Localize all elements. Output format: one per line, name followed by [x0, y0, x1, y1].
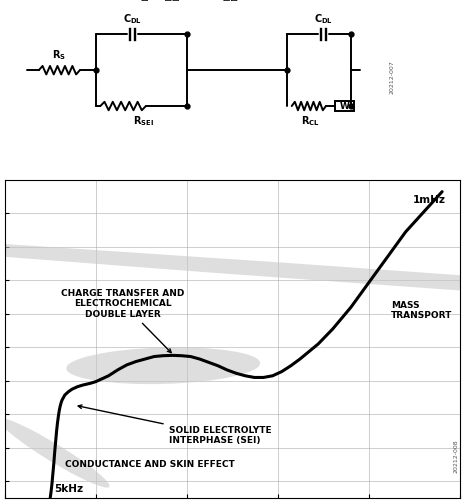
- Text: CONDUCTANCE AND SKIN EFFECT: CONDUCTANCE AND SKIN EFFECT: [65, 460, 234, 469]
- Text: SOLID ELECTROLYTE
INTERPHASE (SEI): SOLID ELECTROLYTE INTERPHASE (SEI): [78, 405, 271, 445]
- Text: $\mathbf{R_{CL}}$: $\mathbf{R_{CL}}$: [300, 114, 319, 128]
- Bar: [335, 102, 354, 111]
- Text: 20212-008: 20212-008: [453, 439, 458, 473]
- Text: $\mathbf{R_S}$: $\mathbf{R_S}$: [53, 48, 66, 62]
- Ellipse shape: [0, 228, 465, 326]
- Text: MASS
TRANSPORT: MASS TRANSPORT: [391, 301, 452, 320]
- Text: 5kHz: 5kHz: [54, 484, 83, 494]
- Text: $\mathbf{C_{DL}}$: $\mathbf{C_{DL}}$: [123, 13, 142, 26]
- Ellipse shape: [66, 348, 260, 384]
- Text: W: W: [339, 102, 350, 111]
- Ellipse shape: [0, 418, 110, 487]
- Text: 图7. 两个Randel电路: 图7. 两个Randel电路: [141, 0, 238, 2]
- Text: CHARGE TRANSFER AND
ELECTROCHEMICAL
DOUBLE LAYER: CHARGE TRANSFER AND ELECTROCHEMICAL DOUB…: [61, 289, 185, 353]
- Text: 1mHz: 1mHz: [413, 195, 446, 205]
- Text: $\mathbf{R_{SEI}}$: $\mathbf{R_{SEI}}$: [133, 114, 154, 128]
- Text: $\mathbf{C_{DL}}$: $\mathbf{C_{DL}}$: [314, 13, 333, 26]
- Text: 20212-007: 20212-007: [390, 60, 394, 94]
